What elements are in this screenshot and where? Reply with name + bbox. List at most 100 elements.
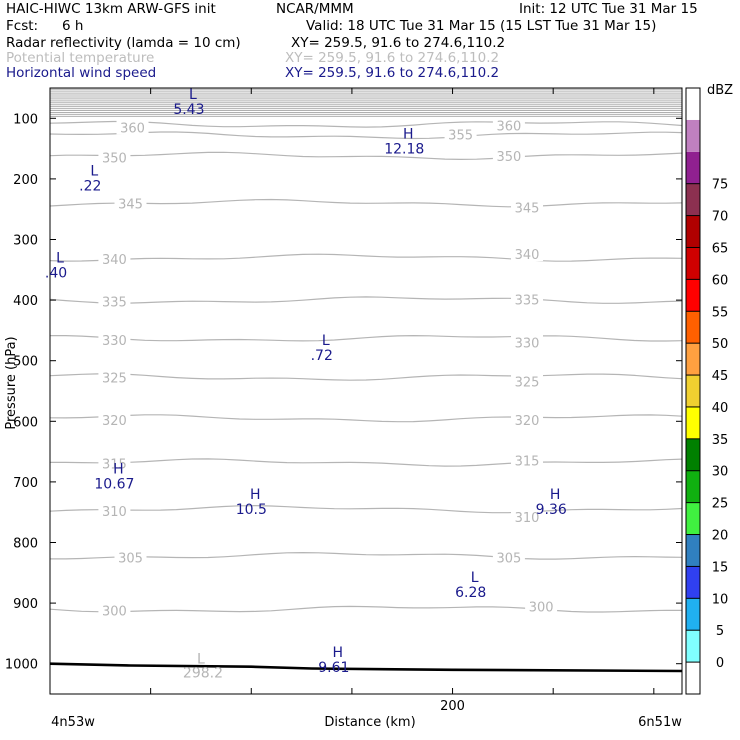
- theta-label: 325: [515, 375, 540, 390]
- theta-label: 310: [515, 511, 540, 526]
- colorbar-label: 10: [712, 592, 729, 607]
- x-tick-label: 200: [440, 699, 465, 714]
- theta-label: 300: [102, 604, 127, 619]
- y-tick-label: 800: [13, 537, 38, 552]
- wind-extremum-value: .22: [79, 178, 101, 194]
- colorbar-segment: [686, 88, 700, 120]
- colorbar-label: 35: [712, 433, 729, 448]
- colorbar-segment: [686, 247, 700, 280]
- theta-label: 330: [515, 337, 540, 352]
- theta-contour-355: [49, 131, 683, 140]
- wind-extremum-value: 9.36: [536, 502, 567, 518]
- y-tick-label: 400: [13, 294, 38, 309]
- colorbar-label: 15: [712, 560, 729, 575]
- theta-contour-340: [49, 253, 683, 262]
- theta-label: 310: [102, 505, 127, 520]
- theta-label: 355: [448, 129, 473, 144]
- theta-label: 305: [118, 552, 143, 567]
- colorbar-segment: [686, 119, 700, 152]
- wind-extremum-mark: L: [56, 251, 64, 267]
- field-xy-reflectivity: XY= 259.5, 91.6 to 274.6,110.2: [291, 35, 506, 51]
- colorbar-segment: [686, 311, 700, 344]
- theta-label: 350: [496, 150, 521, 165]
- theta-label-bg: [525, 598, 558, 614]
- theta-contours: [49, 88, 683, 613]
- theta-label: 330: [102, 334, 127, 349]
- theta-label-bg: [492, 117, 525, 133]
- colorbar-segment: [686, 183, 700, 216]
- field-xy-theta: XY= 259.5, 91.6 to 274.6,110.2: [285, 50, 500, 66]
- theta-label-bg: [511, 373, 544, 389]
- theta-contour-335: [49, 296, 683, 304]
- valid-time: Valid: 18 UTC Tue 31 Mar 15 (15 LST Tue …: [306, 18, 657, 34]
- field-name-wind: Horizontal wind speed: [6, 65, 157, 81]
- theta-label: 305: [496, 552, 521, 567]
- theta-label: 360: [120, 121, 145, 136]
- theta-label-bg: [511, 246, 544, 262]
- plot-frame: [49, 87, 683, 695]
- theta-label-bg: [98, 502, 131, 518]
- theta-label: 340: [102, 253, 127, 268]
- theta-label: 360: [496, 120, 521, 135]
- theta-extremum-value: 298.2: [183, 666, 223, 682]
- wind-extremum-value: 9.61: [318, 660, 349, 676]
- fcst-value: 6 h: [62, 18, 84, 34]
- theta-label-bg: [511, 291, 544, 307]
- theta-label-bg: [98, 293, 131, 309]
- colorbar-segment: [686, 470, 700, 503]
- wind-extremum-mark: L: [322, 333, 330, 349]
- colorbar-label: 0: [716, 656, 724, 671]
- theta-contour-330: [50, 334, 683, 342]
- theta-label-bg: [98, 602, 131, 618]
- field-xy-wind: XY= 259.5, 91.6 to 274.6,110.2: [285, 65, 500, 81]
- colorbar-segment: [686, 598, 700, 631]
- x-end-label-right: 6n51w: [638, 715, 682, 730]
- theta-contour-345: [49, 198, 683, 208]
- wind-extremum-value: 5.43: [173, 102, 204, 118]
- colorbar-segment: [686, 566, 700, 599]
- colorbar-label: 40: [712, 401, 729, 416]
- theta-label-bg: [511, 452, 544, 468]
- y-axis-label: Pressure (hPa): [4, 336, 19, 429]
- colorbar-segment: [686, 502, 700, 535]
- y-tick-label: 200: [13, 173, 38, 188]
- theta-contour-325: [49, 373, 683, 381]
- wind-extremum-value: 6.28: [455, 585, 486, 601]
- theta-contour-350: [49, 151, 683, 161]
- wind-extremum-mark: H: [333, 645, 344, 661]
- theta-label-bg: [511, 199, 544, 215]
- theta-label-bg: [114, 195, 147, 211]
- chart-labels: 360 360 355 350 350 345 345 340 340 335 335 330 330 3…: [45, 87, 567, 682]
- theta-label-bg: [98, 149, 131, 165]
- colorbar-segment: [686, 343, 700, 376]
- theta-label: 300: [529, 601, 554, 616]
- y-tick-label: 600: [13, 415, 38, 430]
- field-name-reflectivity: Radar reflectivity (lamda = 10 cm): [6, 35, 241, 51]
- colorbar-label: 30: [712, 465, 729, 480]
- wind-extremum-mark: L: [90, 163, 98, 179]
- terrain-layer: [49, 662, 683, 673]
- theta-label: 320: [515, 414, 540, 429]
- colorbar-frame: [685, 87, 701, 695]
- colorbar-segment: [686, 630, 700, 663]
- theta-label-bg: [444, 126, 477, 142]
- y-tick-label: 1000: [5, 658, 38, 673]
- wind-extremum-mark: H: [403, 126, 414, 142]
- y-tick-label: 700: [13, 476, 38, 491]
- theta-label-bg: [114, 549, 147, 565]
- theta-label-bg: [98, 250, 131, 266]
- colorbar-label: 65: [712, 241, 729, 256]
- wind-extremum-mark: L: [471, 570, 479, 586]
- theta-label: 345: [118, 198, 143, 213]
- theta-contour-320: [49, 414, 683, 423]
- theta-label: 345: [515, 201, 540, 216]
- theta-contour-360: [49, 120, 683, 128]
- theta-label-bg: [511, 412, 544, 428]
- wind-extremum-mark: H: [550, 487, 561, 503]
- wind-extremum-mark: L: [189, 87, 197, 103]
- theta-label-bg: [492, 147, 525, 163]
- theta-label-bg: [116, 119, 149, 135]
- colorbar-segment: [686, 375, 700, 407]
- colorbar-label: 75: [712, 178, 729, 193]
